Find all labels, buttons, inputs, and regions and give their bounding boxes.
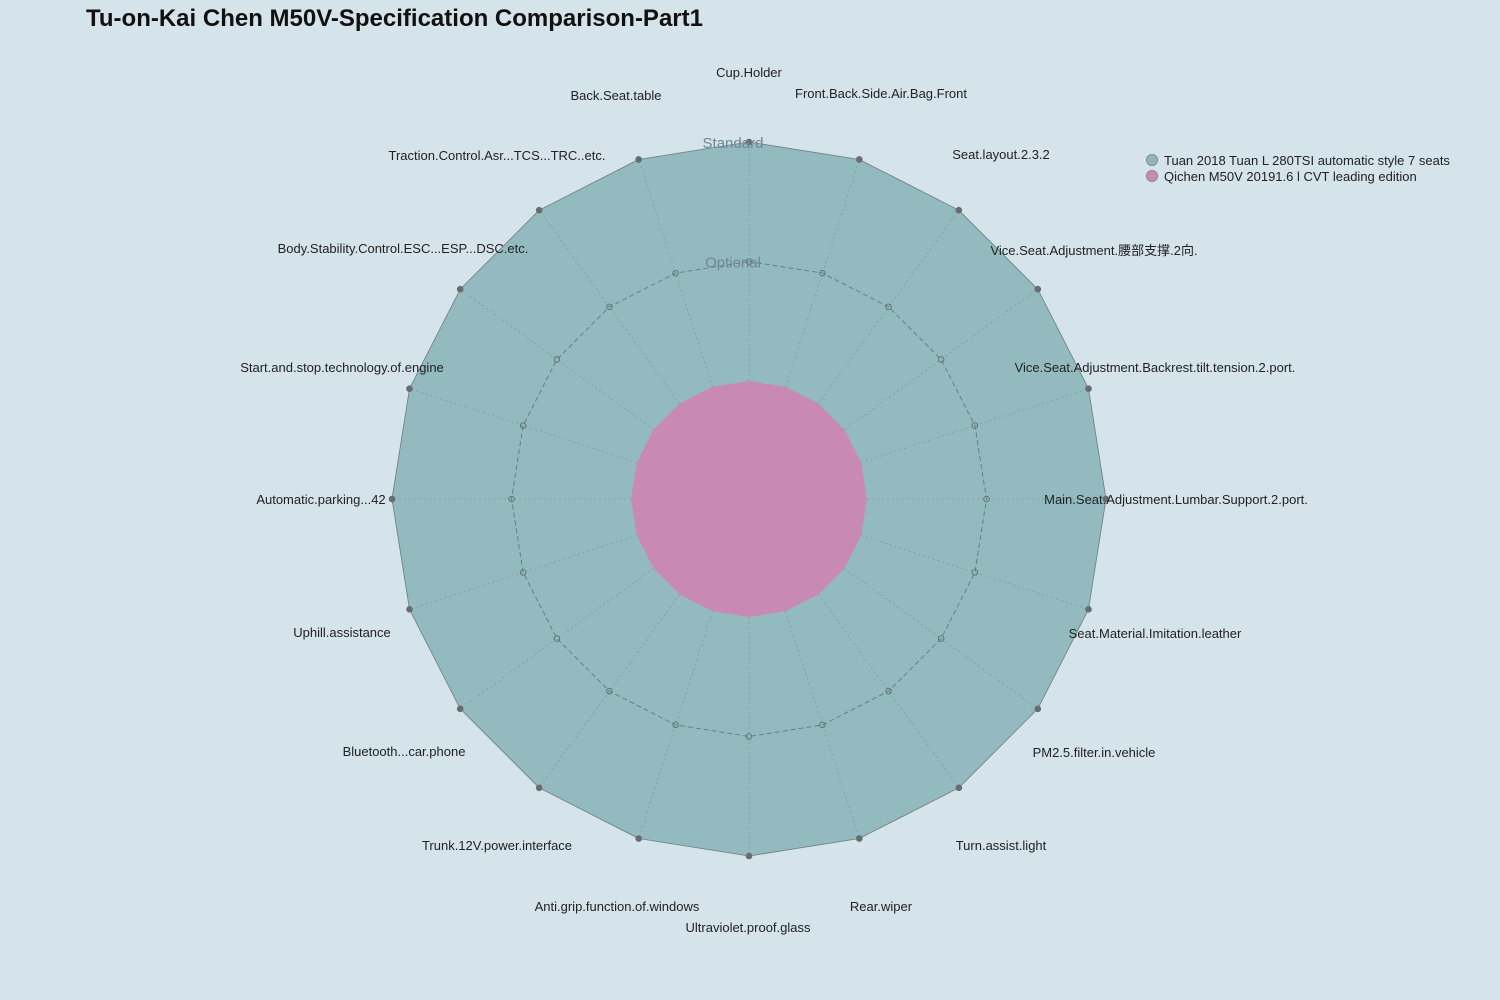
grid-marker-optional-8 xyxy=(937,635,945,642)
axis-label-10: Rear.wiper xyxy=(850,899,913,914)
axis-label-7: Seat.Material.Imitation.leather xyxy=(1069,626,1242,641)
grid-marker-optional-12 xyxy=(672,721,679,729)
series-1-point-15 xyxy=(406,606,413,613)
axis-label-3: Seat.layout.2.3.2 xyxy=(952,147,1050,162)
axis-label-layer: Cup.Holder Front.Back.Side.Air.Bag.Front S… xyxy=(240,65,1308,935)
axis-label-2: Front.Back.Side.Air.Bag.Front xyxy=(795,86,967,101)
legend-item-series-2: Qichen M50V 20191.6 l CVT leading editio… xyxy=(1146,168,1450,184)
series-1-point-20 xyxy=(635,156,642,163)
series-1-point-13 xyxy=(535,784,543,792)
grid-marker-optional-2 xyxy=(819,269,826,277)
series-1-point-8 xyxy=(1034,705,1042,713)
series-1-point-17 xyxy=(406,385,413,392)
axis-label-4: Vice.Seat.Adjustment.腰部支撑.2向. xyxy=(990,243,1197,258)
grid-marker-optional-15 xyxy=(519,569,527,576)
chart-title: Tu-on-Kai Chen M50V-Specification Compar… xyxy=(86,5,703,32)
series-1-point-18 xyxy=(456,285,464,293)
axis-label-6: Main.Seat.Adjustment.Lumbar.Support.2.po… xyxy=(1044,492,1308,507)
grid-marker-optional-11 xyxy=(745,733,753,740)
ring-label-1: Optional xyxy=(705,255,761,272)
grid-layer xyxy=(388,138,1110,860)
grid-marker-optional-1 xyxy=(745,258,753,265)
legend-swatch-series-2 xyxy=(1146,170,1158,182)
grid-marker-optional-4 xyxy=(937,356,945,363)
grid-marker-optional-14 xyxy=(553,635,561,642)
series-1-point-9 xyxy=(955,784,963,792)
ring-label-layer: Optional Standard xyxy=(703,135,764,272)
axis-label-1: Cup.Holder xyxy=(716,65,782,80)
legend-label-series-1: Tuan 2018 Tuan L 280TSI automatic style … xyxy=(1164,152,1450,168)
series-1-point-7 xyxy=(1085,606,1092,613)
grid-marker-optional-20 xyxy=(672,269,679,277)
series-1-point-10 xyxy=(856,835,863,842)
axis-label-5: Vice.Seat.Adjustment.Backrest.tilt.tensi… xyxy=(1015,360,1296,375)
grid-marker-optional-16 xyxy=(508,495,515,503)
grid-marker-optional-17 xyxy=(519,422,527,429)
series-area-2 xyxy=(631,381,867,617)
ring-label-2: Standard xyxy=(703,135,764,152)
series-1-point-11 xyxy=(745,852,753,860)
series-1-point-1 xyxy=(745,138,753,146)
series-1-point-12 xyxy=(635,835,642,842)
axis-label-18: Body.Stability.Control.ESC...ESP...DSC.e… xyxy=(278,241,529,256)
series-1-point-14 xyxy=(456,705,464,713)
legend: Tuan 2018 Tuan L 280TSI automatic style … xyxy=(1146,152,1450,184)
series-1-point-2 xyxy=(856,156,863,163)
series-1-point-3 xyxy=(955,206,963,214)
axis-label-19: Traction.Control.Asr...TCS...TRC..etc. xyxy=(389,148,606,163)
grid-marker-optional-5 xyxy=(971,422,979,429)
grid-marker-optional-3 xyxy=(885,303,892,311)
series-1-point-4 xyxy=(1034,285,1042,293)
series-1-point-19 xyxy=(535,206,543,214)
axis-label-16: Automatic.parking...42 xyxy=(256,492,385,507)
grid-marker-optional-9 xyxy=(885,687,892,695)
axis-label-11: Ultraviolet.proof.glass xyxy=(686,920,811,935)
legend-label-series-2: Qichen M50V 20191.6 l CVT leading editio… xyxy=(1164,168,1417,184)
axis-label-20: Back.Seat.table xyxy=(570,88,661,103)
axis-label-13: Trunk.12V.power.interface xyxy=(422,838,572,853)
series-1-point-6 xyxy=(1102,495,1110,503)
grid-marker-optional-13 xyxy=(606,687,613,695)
series-1-point-5 xyxy=(1085,385,1092,392)
axis-label-17: Start.and.stop.technology.of.engine xyxy=(240,360,444,375)
axis-label-14: Bluetooth...car.phone xyxy=(343,744,466,759)
grid-marker-optional-7 xyxy=(971,569,979,576)
axis-label-12: Anti.grip.function.of.windows xyxy=(535,899,700,914)
axis-label-8: PM2.5.filter.in.vehicle xyxy=(1033,745,1156,760)
grid-marker-optional-6 xyxy=(983,495,990,503)
grid-marker-optional-18 xyxy=(553,356,561,363)
axis-label-15: Uphill.assistance xyxy=(293,625,391,640)
grid-marker-optional-19 xyxy=(606,303,613,311)
axis-label-9: Turn.assist.light xyxy=(956,838,1047,853)
series-1-point-16 xyxy=(388,495,396,503)
grid-marker-optional-10 xyxy=(819,721,826,729)
legend-swatch-series-1 xyxy=(1146,154,1158,166)
legend-item-series-1: Tuan 2018 Tuan L 280TSI automatic style … xyxy=(1146,152,1450,168)
